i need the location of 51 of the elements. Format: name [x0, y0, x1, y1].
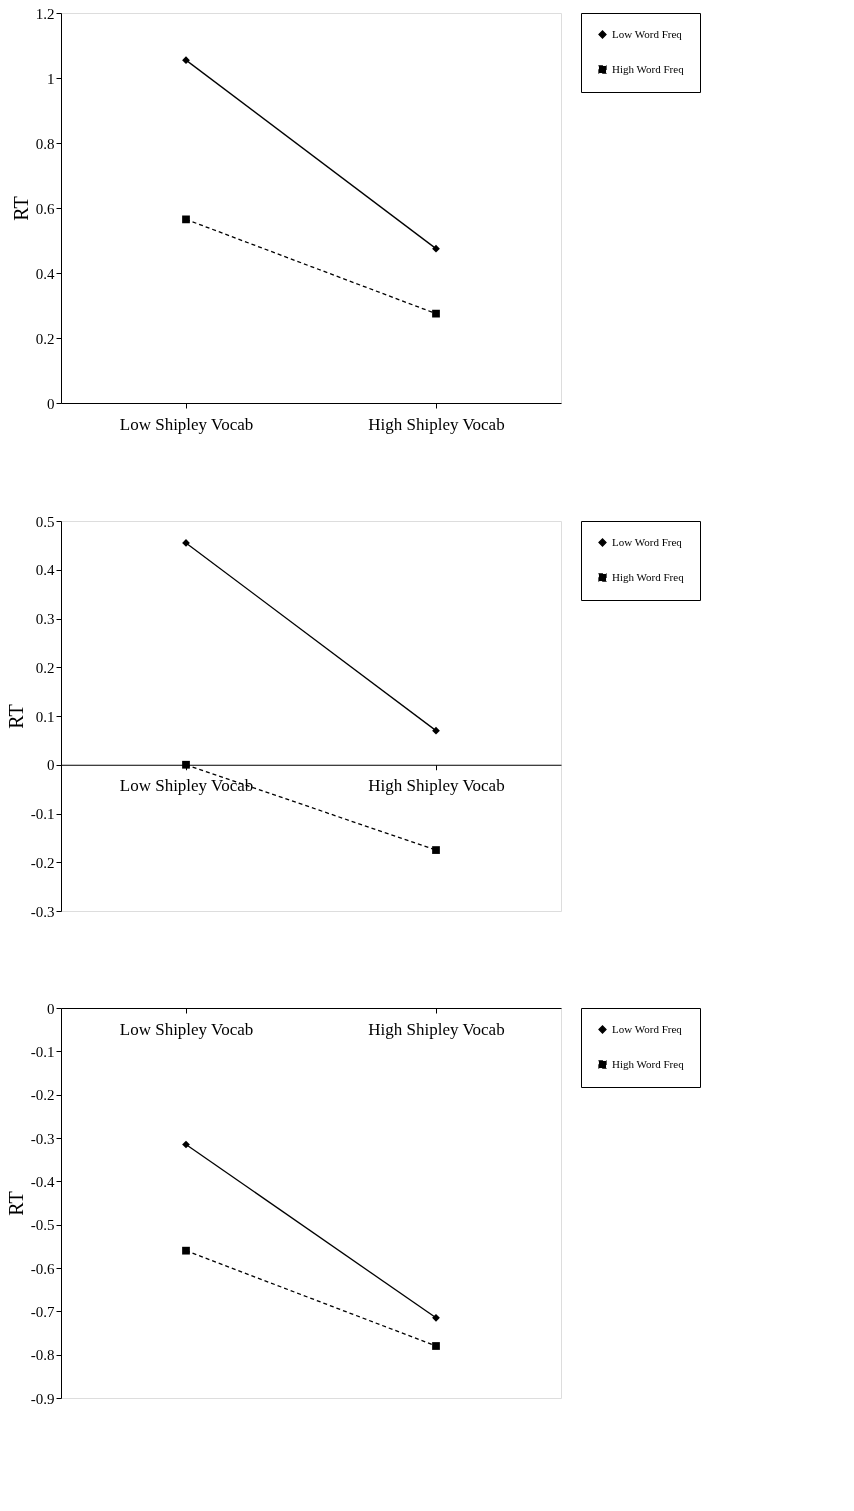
point [182, 760, 190, 769]
y-tick-label: 0.6 [35, 200, 55, 217]
y-tick-label: -0.3 [30, 1130, 55, 1147]
x-tick-label: High Shipley Vocab [368, 414, 505, 434]
point [432, 1313, 440, 1322]
y-tick-label: -0.9 [30, 1390, 55, 1407]
legend-label: High Word Freq [612, 570, 685, 583]
y-tick-label: 0.8 [35, 135, 55, 152]
y-tick-label: 0.3 [35, 611, 55, 627]
y-tick-label: -0.5 [30, 1217, 55, 1234]
y-tick-label: 0 [47, 757, 55, 774]
legend-label: Low Word Freq [612, 535, 683, 548]
legend-label: Low Word Freq [612, 1022, 683, 1035]
x-tick-label: Low Shipley Vocab [119, 1019, 254, 1039]
point [432, 309, 440, 318]
y-tick-label: 0.4 [35, 562, 55, 579]
y-tick-label: -0.8 [30, 1347, 55, 1364]
y-tick-label: -0.4 [30, 1173, 55, 1190]
y-tick-label: 0 [47, 1000, 55, 1017]
y-tick-label: -0.2 [30, 1087, 55, 1104]
y-tick-label: 1 [47, 70, 55, 87]
legend-label: Low Word Freq [612, 27, 683, 40]
y-axis-title: RT [4, 704, 27, 729]
point [182, 1246, 190, 1255]
x-tick-label: High Shipley Vocab [368, 776, 505, 796]
y-tick-label: -0.3 [30, 903, 55, 920]
y-tick-label: -0.2 [30, 854, 55, 871]
point [432, 1342, 440, 1350]
y-tick-label: 1.2 [35, 5, 55, 22]
y-tick-label: 0.4 [35, 265, 55, 282]
y-tick-label: 0.2 [35, 330, 55, 347]
y-tick-label: -0.6 [30, 1260, 55, 1277]
x-tick-label: High Shipley Vocab [368, 1019, 505, 1039]
legend-label: High Word Freq [612, 62, 685, 75]
legend-label: High Word Freq [612, 1057, 685, 1070]
point [432, 846, 440, 854]
y-tick-label: 0.1 [35, 708, 55, 725]
point [432, 726, 440, 735]
y-tick-label: -0.1 [30, 806, 55, 822]
y-axis-title: RT [4, 1191, 27, 1216]
y-tick-label: -0.1 [30, 1043, 55, 1060]
point [432, 244, 440, 253]
point [182, 215, 190, 224]
y-tick-label: 0.2 [35, 659, 55, 676]
y-axis-title: RT [9, 196, 32, 221]
y-tick-label: 0.5 [35, 513, 55, 530]
x-tick-label: Low Shipley Vocab [119, 414, 254, 434]
x-tick-label: Low Shipley Vocab [119, 776, 254, 796]
y-tick-label: 0 [47, 395, 55, 412]
point [182, 1140, 190, 1149]
y-tick-label: -0.7 [30, 1303, 55, 1320]
